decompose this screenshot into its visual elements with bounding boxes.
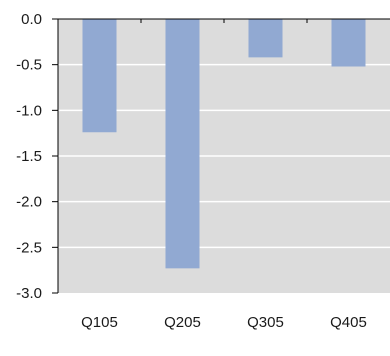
y-tick-label: -1.0 (16, 102, 42, 119)
x-tick-labels: Q105 Q205 Q305 Q405 (81, 314, 367, 331)
x-tick-label: Q305 (247, 314, 284, 331)
x-tick-label: Q105 (81, 314, 118, 331)
bar (82, 19, 117, 133)
bar (248, 19, 283, 58)
x-tick-label: Q205 (164, 314, 201, 331)
y-tick-labels: 0.0 -0.5 -1.0 -1.5 -2.0 -2.5 -3.0 (16, 11, 42, 302)
bar (165, 19, 200, 269)
x-tick-label: Q405 (330, 314, 367, 331)
y-tick-label: 0.0 (21, 11, 42, 28)
y-tick-label: -0.5 (16, 57, 42, 74)
y-tick-label: -2.5 (16, 239, 42, 256)
bar (331, 19, 366, 67)
y-tick-label: -2.0 (16, 194, 42, 211)
y-tick-label: -3.0 (16, 285, 42, 302)
axes (52, 18, 390, 294)
y-tick-label: -1.5 (16, 148, 42, 165)
bars (82, 19, 366, 269)
